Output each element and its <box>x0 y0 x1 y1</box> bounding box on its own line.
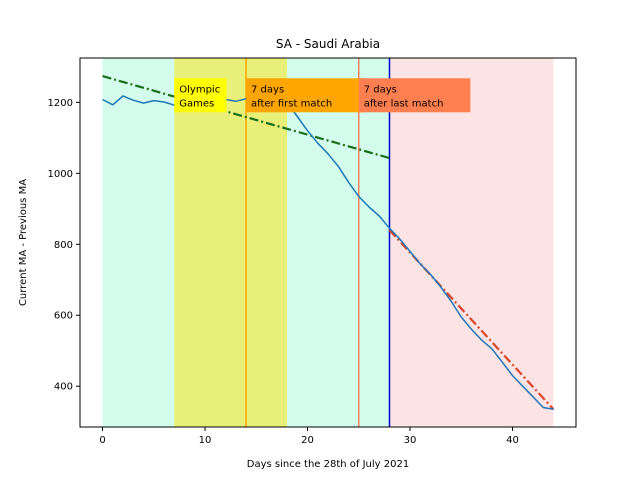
background-regions <box>102 58 554 427</box>
annotation-text: Olympic <box>179 84 220 95</box>
x-axis-ticks: 0 10 20 30 40 <box>99 427 519 446</box>
x-tick-label: 0 <box>99 435 105 446</box>
annotation-2: 7 days after last match <box>358 78 471 113</box>
annotation-1: 7 days after first match <box>246 78 365 113</box>
vertical-markers <box>245 58 391 427</box>
y-tick-label: 600 <box>54 311 73 322</box>
annotation-text: after last match <box>364 98 444 109</box>
annotation-text: Games <box>179 98 214 109</box>
x-axis-label: Days since the 28th of July 2021 <box>247 459 409 470</box>
annotation-text: 7 days <box>251 84 284 95</box>
annotation-box <box>246 78 365 113</box>
annotation-0: Olympic Games <box>174 78 227 113</box>
x-tick-label: 30 <box>404 435 417 446</box>
y-axis-ticks: 400 600 800 1000 1200 <box>48 98 80 393</box>
annotation-text: after first match <box>251 98 332 109</box>
trend-line-before <box>102 75 390 160</box>
y-tick-label: 1000 <box>48 169 73 180</box>
x-tick-label: 40 <box>506 435 519 446</box>
annotation-box <box>358 78 471 113</box>
region-between <box>287 58 390 427</box>
region-olympics <box>174 58 288 427</box>
x-tick-label: 20 <box>301 435 314 446</box>
plot-frame <box>79 57 577 428</box>
annotation-box <box>174 78 227 113</box>
chart-title: SA - Saudi Arabia <box>276 37 380 51</box>
y-tick-label: 1200 <box>48 98 73 109</box>
y-tick-label: 400 <box>54 382 73 393</box>
x-tick-label: 10 <box>199 435 212 446</box>
y-tick-label: 800 <box>54 240 73 251</box>
region-pre <box>102 58 175 427</box>
annotation-text: 7 days <box>364 84 397 95</box>
y-axis-label: Current MA - Previous MA <box>18 179 29 306</box>
region-post <box>389 58 554 427</box>
